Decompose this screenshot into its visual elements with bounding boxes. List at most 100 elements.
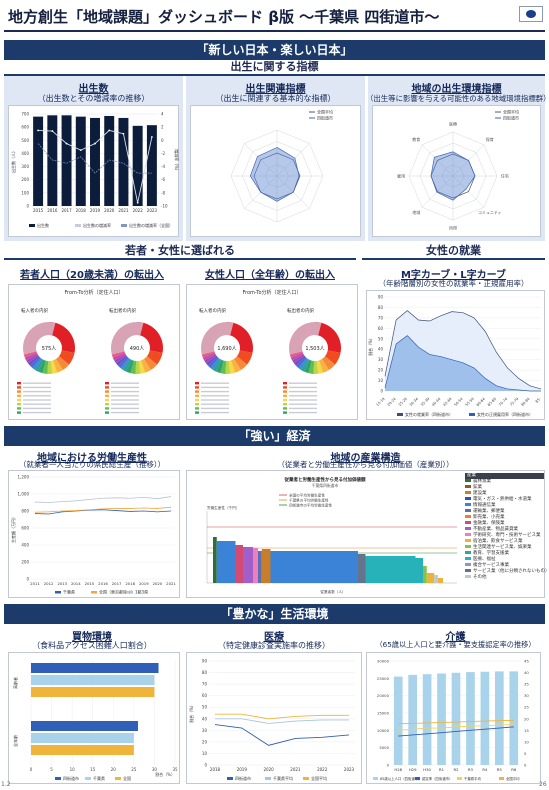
- medical-ytick: 20: [202, 739, 208, 744]
- youth-donut-legend-swatch: [17, 386, 21, 389]
- youth-donut-legend-line: [23, 403, 51, 405]
- care-bar: [437, 673, 446, 765]
- care-rate-line: [398, 726, 514, 737]
- industry-legend-item: 生活関連サービス業、娯楽業: [465, 545, 544, 551]
- environment-axis-label: 住宅: [501, 173, 509, 179]
- women-donut-legend-swatch: [195, 390, 199, 393]
- mcurve-title: M字カーブ・L字カーブ: [400, 270, 507, 281]
- women-donut-legend-swatch: [283, 407, 287, 410]
- productivity-xtick: 2012: [44, 581, 54, 586]
- industry-legend-item: 卸売業、小売業: [465, 515, 544, 521]
- city-emblem-icon: [519, 6, 543, 22]
- care-bar: [480, 671, 490, 765]
- youth-donut-legend-line: [111, 399, 139, 401]
- industry-legend-swatch: [465, 479, 471, 482]
- medical-ytick: 30: [202, 728, 208, 733]
- industry-legend-label: サービス業（他に分類されないもの）: [473, 569, 549, 574]
- medical-ytick: 60: [202, 693, 208, 698]
- births-xtick: 2015: [33, 208, 44, 213]
- women-donut-slice: [208, 356, 219, 369]
- youth-donut-slice: [137, 322, 164, 353]
- births-y2tick: -4: [161, 164, 165, 169]
- industry-block: [426, 573, 435, 583]
- youth-donut-slice: [138, 360, 146, 374]
- mcurve-panel: 90 80 70 60 50 40 30 20 10 0 15-19 20-24 25-29 30-34 3…: [366, 290, 545, 420]
- mcurve-xtick: 30-34: [409, 396, 420, 407]
- related-legend-label: 四街道市: [317, 115, 333, 121]
- youth-donut-slice: [27, 355, 40, 366]
- industry-legend-swatch: [465, 533, 471, 536]
- productivity-legend-label: 千葉県: [63, 589, 75, 595]
- shopping-bar: [31, 687, 155, 697]
- youth-donut-legend-line: [23, 407, 51, 410]
- births-bar: [47, 115, 58, 206]
- industry-legend-swatch: [465, 545, 471, 548]
- medical-legend-label: 全国平均: [311, 775, 327, 781]
- productivity-legend-swatch: [55, 591, 61, 594]
- women-donut-legend-line: [201, 395, 229, 397]
- industry-legend-label: 金融業、保険業: [473, 521, 505, 526]
- shopping-legend-swatch: [115, 777, 121, 780]
- youth-donut-legend-swatch: [17, 390, 21, 393]
- women-donut-value: 1,690人: [217, 346, 236, 352]
- medical-line: [215, 718, 349, 724]
- women-donut-value: 1,503人: [305, 346, 324, 352]
- youth-donut-slice: [55, 356, 70, 370]
- industry-legend-swatch: [465, 569, 471, 572]
- births-xtick: 2022: [133, 208, 144, 213]
- environment-legend-label: 四街道市: [503, 115, 519, 121]
- women-donut-legend-line: [289, 386, 317, 389]
- productivity-panel: 1,200 1,000 800 600 400 200 0 2011 2012 2013 2014 2…: [8, 470, 180, 598]
- medical-ytick: 50: [202, 705, 208, 710]
- youth-donut-legend-line: [23, 395, 51, 397]
- care-y2tick: 25: [524, 705, 529, 710]
- births-chart: 700 600 500 400 300 200 100 0 4 2 0 -2 -4 -6 -8 -10 2015…: [10, 112, 180, 229]
- women-donut-panel: From-To分析（定住人口） 転入者の内訳 1,690人 転出者の内訳 1,503人: [186, 284, 358, 420]
- women-donut-legend-swatch: [283, 382, 287, 385]
- youth-donut-slice: [111, 351, 125, 358]
- women-donut-slice: [228, 360, 236, 374]
- women-donut-chart: 転入者の内訳 1,690人 転出者の内訳 1,503人: [195, 307, 341, 414]
- shopping-xtick: 0: [30, 767, 33, 772]
- youth-donut-legend-swatch: [105, 386, 109, 389]
- productivity-xtick: 2013: [57, 581, 67, 586]
- page-number-left: 1.2: [1, 781, 11, 788]
- mcurve-legend-swatch: [469, 413, 475, 416]
- mcurve-ytick: 40: [378, 347, 384, 352]
- women-donut-slice: [225, 360, 231, 374]
- women-donut-legend-swatch: [283, 386, 287, 389]
- youth-donut-slice: [114, 354, 127, 364]
- industry-legend-swatch: [465, 539, 471, 542]
- medical-ytick: 40: [202, 716, 208, 721]
- births-bar: [118, 117, 129, 206]
- care-ytick: 15000: [377, 711, 390, 716]
- women-donut-slice: [220, 360, 227, 374]
- care-chart: 30000 25000 20000 15000 10000 5000 0 45 40 35 30 25…: [373, 659, 529, 781]
- women-donut-slice: [298, 358, 309, 370]
- productivity-ytick: 0: [26, 577, 29, 582]
- women-donut-legend-swatch: [195, 403, 199, 406]
- women-donut-legend-swatch: [283, 411, 287, 414]
- youth-donut-legend-swatch: [105, 382, 109, 385]
- youth-donut-slice: [130, 360, 137, 374]
- section-band-women-work: 女性の就業: [362, 244, 545, 260]
- industry-legend-label: 卸売業、小売業: [473, 515, 505, 520]
- women-donut-legend-line: [289, 395, 317, 397]
- productivity-xtick: 2011: [30, 581, 40, 586]
- mcurve-xtick: 15-19: [375, 396, 386, 407]
- births-y2tick: 4: [161, 112, 164, 117]
- care-y2tick: 35: [524, 682, 529, 687]
- births-ytick: 0: [26, 204, 29, 209]
- births-xtick: 2023: [147, 208, 158, 213]
- youth-donut-legend-line: [23, 386, 51, 389]
- industry-legend-item: 金融業、保険業: [465, 521, 544, 527]
- industry-legend: 産業 農林漁業 鉱業 建設業 電気・ガス・熱供給・水道業 情報通信業 運輸業、郵便業 卸売業…: [465, 473, 549, 581]
- industry-legend-swatch: [465, 485, 471, 488]
- industry-legend-item: 農林漁業: [465, 479, 544, 485]
- medical-line: [215, 713, 349, 720]
- productivity-ytick: 200: [21, 560, 29, 565]
- women-donut-legend-swatch: [195, 386, 199, 389]
- mcurve-xtick: 20-24: [387, 396, 398, 407]
- women-donut-legend-line: [201, 411, 229, 414]
- youth-donut-legend-swatch: [105, 398, 109, 402]
